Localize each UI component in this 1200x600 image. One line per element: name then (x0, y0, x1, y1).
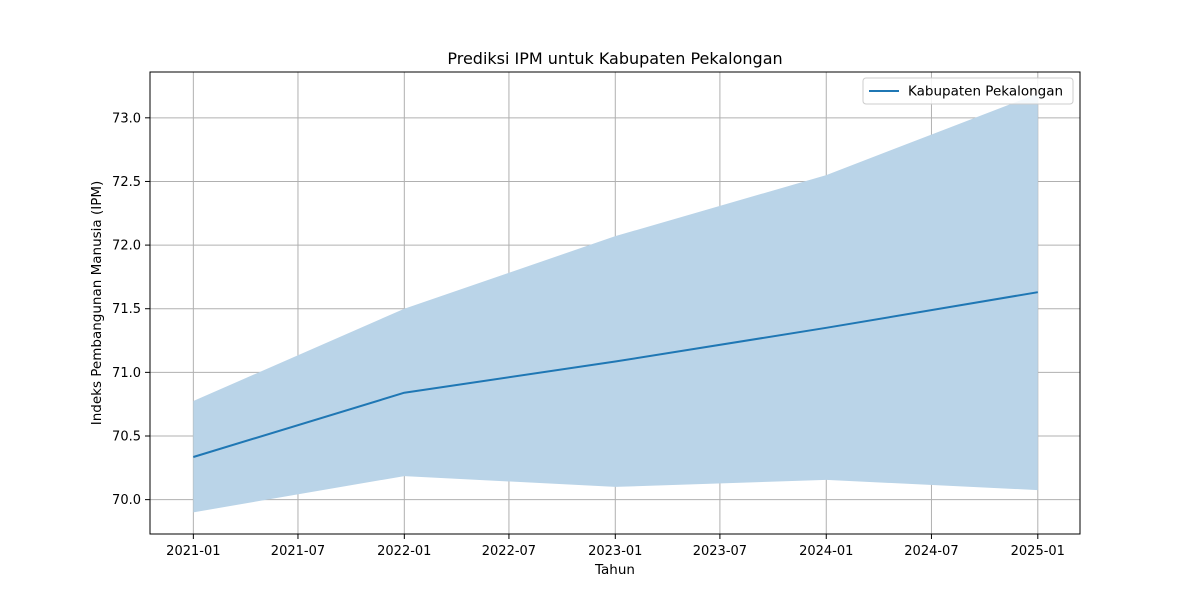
y-axis-label: Indeks Pembangunan Manusia (IPM) (89, 181, 105, 426)
x-axis-label: Tahun (594, 562, 635, 578)
legend-box (862, 77, 1074, 105)
legend: Kabupaten Pekalongan (862, 77, 1074, 105)
x-tick-label: 2023-07 (693, 544, 747, 559)
x-tick-label: 2024-07 (904, 544, 958, 559)
y-tick-label: 70.0 (112, 493, 141, 508)
y-tick-label: 71.0 (112, 366, 141, 381)
x-tick-label: 2021-07 (271, 544, 325, 559)
series-group (193, 291, 1038, 458)
confidence-band (193, 93, 1038, 513)
x-tick-label: 2025-01 (1011, 544, 1065, 559)
y-tick-label: 72.0 (112, 239, 141, 254)
y-axis: 70.0 70.5 71.0 71.5 72.0 72.5 73.0 (112, 111, 150, 508)
x-tick-label: 2023-01 (588, 544, 642, 559)
x-axis: 2021-01 2021-07 2022-01 2022-07 2023-01 2023-… (166, 534, 1065, 559)
x-tick-label: 2024-01 (799, 544, 853, 559)
x-tick-label: 2022-01 (377, 544, 431, 559)
chart-title: Prediksi IPM untuk Kabupaten Pekalongan (447, 49, 782, 68)
y-tick-label: 70.5 (112, 430, 141, 445)
y-tick-label: 71.5 (112, 302, 141, 317)
series-line (193, 291, 1038, 458)
y-tick-label: 73.0 (112, 111, 141, 126)
confidence-band-group (193, 93, 1038, 513)
x-tick-label: 2022-07 (482, 544, 536, 559)
x-tick-label: 2021-01 (166, 544, 220, 559)
legend-label: Kabupaten Pekalongan (908, 84, 1063, 100)
y-tick-label: 72.5 (112, 175, 141, 190)
